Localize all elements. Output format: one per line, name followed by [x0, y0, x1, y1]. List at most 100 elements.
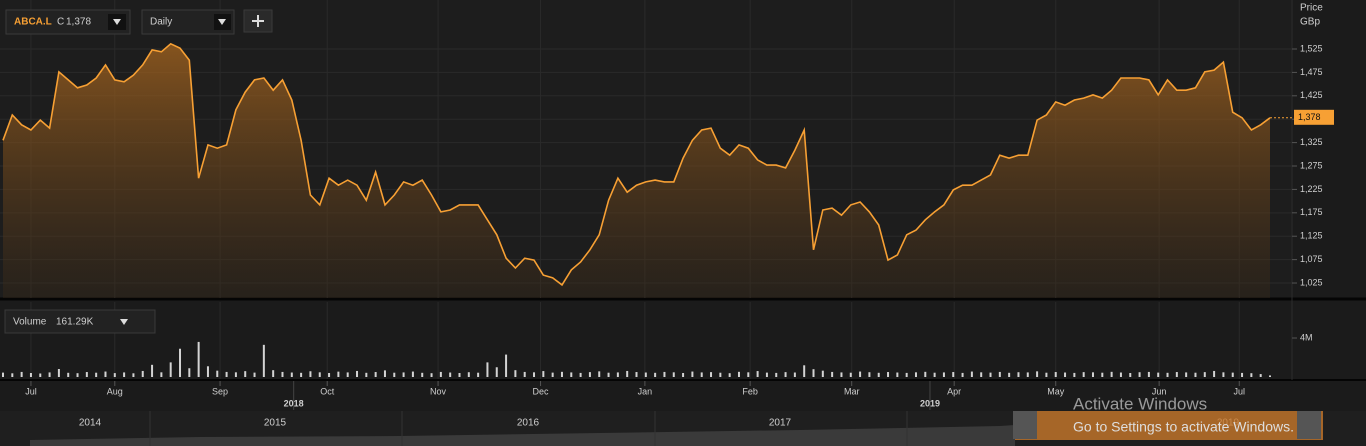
volume-bar — [421, 372, 424, 377]
volume-bar — [1045, 372, 1048, 377]
symbol-box[interactable]: ABCA.L C 1,378 — [5, 9, 131, 35]
volume-bar — [141, 370, 144, 377]
volume-bar — [980, 372, 983, 377]
volume-bar — [206, 366, 209, 377]
y-tick-label: 1,525 — [1300, 43, 1323, 53]
volume-last: 161.29K — [56, 317, 94, 328]
volume-bar — [989, 372, 992, 377]
navigator-handle[interactable] — [1013, 411, 1037, 439]
volume-bar — [11, 373, 14, 377]
volume-bar — [663, 371, 666, 377]
volume-bar — [57, 369, 60, 377]
volume-bar — [495, 367, 498, 377]
volume-bar — [1138, 372, 1141, 377]
volume-bar — [225, 371, 228, 377]
x-tick-label: Jan — [638, 386, 653, 396]
volume-bar — [672, 372, 675, 377]
volume-bar — [887, 372, 890, 377]
dropdown-arrow — [120, 319, 128, 325]
volume-bar — [477, 372, 480, 377]
volume-bar — [1082, 372, 1085, 377]
y-tick-label: 1,425 — [1300, 90, 1323, 100]
volume-bar — [337, 371, 340, 377]
x-tick-label: Jul — [25, 386, 37, 396]
x-tick-label: May — [1047, 386, 1065, 396]
close-prefix: C — [57, 17, 64, 28]
volume-bar — [365, 372, 368, 377]
navigator-year: 2015 — [264, 418, 287, 429]
volume-bar — [76, 373, 79, 377]
volume-bar — [821, 370, 824, 377]
x-tick-label: Mar — [844, 386, 860, 396]
x-tick-label: Dec — [533, 386, 550, 396]
volume-bar — [290, 372, 293, 377]
volume-bar — [39, 373, 42, 377]
volume-bar — [914, 372, 917, 377]
volume-bar — [123, 372, 126, 377]
add-button[interactable] — [243, 9, 273, 33]
last-price-label: 1,378 — [1298, 112, 1321, 122]
volume-bar — [300, 372, 303, 377]
volume-bar — [710, 372, 713, 377]
navigator-selection[interactable] — [1015, 411, 1323, 440]
volume-bar — [598, 371, 601, 377]
volume-bar — [533, 372, 536, 377]
volume-bar — [1091, 372, 1094, 377]
volume-bar — [691, 371, 694, 377]
volume-bar — [281, 371, 284, 377]
volume-bar — [924, 371, 927, 377]
navigator-handle[interactable] — [1297, 411, 1321, 439]
volume-bar — [1175, 372, 1178, 377]
plus-icon — [252, 15, 264, 27]
volume-bar — [784, 372, 787, 377]
dropdown-arrow — [113, 19, 121, 25]
navigator-year: 2014 — [79, 418, 102, 429]
volume-bar — [1213, 370, 1216, 377]
volume-bar — [374, 372, 377, 377]
volume-frame — [4, 309, 156, 334]
x-tick-label: Apr — [947, 386, 961, 396]
volume-bar — [1166, 372, 1169, 377]
activation-text: Go to Settings to activate Windows. — [1073, 419, 1294, 435]
volume-bar — [970, 371, 973, 377]
volume-bar — [942, 372, 945, 377]
x-tick-label: Jun — [1152, 386, 1167, 396]
volume-bar — [216, 370, 219, 377]
volume-bar — [486, 362, 489, 377]
y-tick-label: 1,125 — [1300, 231, 1323, 241]
volume-bar — [1185, 372, 1188, 377]
volume-bar — [1129, 373, 1132, 377]
volume-bar — [234, 372, 237, 377]
volume-bar — [1064, 372, 1067, 377]
axis-unit: GBp — [1300, 17, 1320, 28]
symbol: ABCA.L — [14, 17, 52, 28]
volume-bar — [747, 372, 750, 377]
volume-bar — [952, 372, 955, 377]
volume-bar — [449, 372, 452, 377]
volume-bar — [467, 372, 470, 377]
volume-title: Volume — [13, 317, 47, 328]
volume-bar — [523, 371, 526, 377]
volume-bar — [840, 372, 843, 377]
y-tick-label: 1,225 — [1300, 184, 1323, 194]
volume-bar — [933, 372, 936, 377]
volume-bar — [1026, 372, 1029, 377]
volume-bar — [1073, 372, 1076, 377]
year-tick-label: 2019 — [920, 398, 940, 408]
volume-bar — [169, 362, 172, 377]
volume-bar — [607, 372, 610, 377]
interval-box[interactable]: Daily — [141, 9, 235, 35]
volume-bar — [682, 373, 685, 377]
volume-bar — [132, 373, 135, 377]
volume-bar — [831, 371, 834, 377]
volume-bar — [346, 372, 349, 377]
volume-bar — [104, 371, 107, 377]
volume-bar — [253, 372, 256, 377]
volume-bar — [1269, 375, 1271, 377]
year-tick-label: 2018 — [284, 398, 304, 408]
volume-bar — [1054, 372, 1057, 377]
navigator-year: 2017 — [769, 418, 792, 429]
navigator-history — [30, 425, 1015, 446]
volume-box[interactable]: Volume 161.29K — [4, 309, 156, 334]
x-tick-label: Oct — [320, 386, 335, 396]
